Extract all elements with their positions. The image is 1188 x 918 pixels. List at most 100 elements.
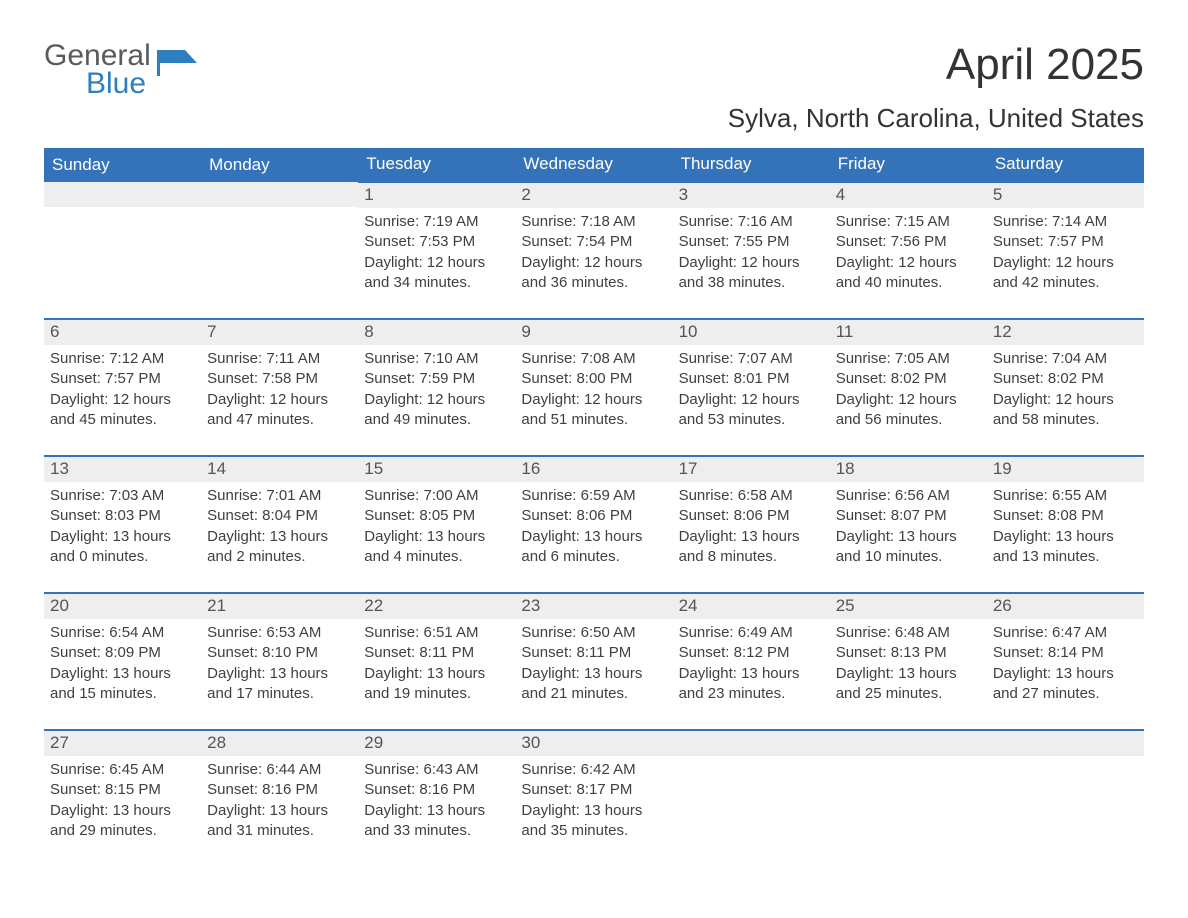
day-number: 2	[515, 183, 672, 208]
calendar-cell: 30Sunrise: 6:42 AMSunset: 8:17 PMDayligh…	[515, 730, 672, 866]
calendar-cell	[987, 730, 1144, 866]
calendar-cell: 14Sunrise: 7:01 AMSunset: 8:04 PMDayligh…	[201, 456, 358, 593]
calendar-cell: 29Sunrise: 6:43 AMSunset: 8:16 PMDayligh…	[358, 730, 515, 866]
day-number: 27	[44, 731, 201, 756]
day-number: 7	[201, 320, 358, 345]
day-header: Friday	[830, 148, 987, 182]
day-number: 26	[987, 594, 1144, 619]
logo: General Blue	[44, 40, 197, 99]
day-body: Sunrise: 6:48 AMSunset: 8:13 PMDaylight:…	[830, 619, 987, 729]
day-header: Tuesday	[358, 148, 515, 182]
day-number: 5	[987, 183, 1144, 208]
calendar-cell: 19Sunrise: 6:55 AMSunset: 8:08 PMDayligh…	[987, 456, 1144, 593]
day-header: Wednesday	[515, 148, 672, 182]
day-body: Sunrise: 7:15 AMSunset: 7:56 PMDaylight:…	[830, 208, 987, 318]
day-number: 8	[358, 320, 515, 345]
day-body: Sunrise: 6:47 AMSunset: 8:14 PMDaylight:…	[987, 619, 1144, 729]
calendar-cell: 3Sunrise: 7:16 AMSunset: 7:55 PMDaylight…	[673, 182, 830, 319]
calendar-cell: 18Sunrise: 6:56 AMSunset: 8:07 PMDayligh…	[830, 456, 987, 593]
day-number: 22	[358, 594, 515, 619]
page-title: April 2025	[946, 40, 1144, 90]
calendar-cell: 4Sunrise: 7:15 AMSunset: 7:56 PMDaylight…	[830, 182, 987, 319]
day-body: Sunrise: 6:42 AMSunset: 8:17 PMDaylight:…	[515, 756, 672, 866]
calendar-cell	[44, 182, 201, 319]
day-number: 19	[987, 457, 1144, 482]
calendar-cell: 1Sunrise: 7:19 AMSunset: 7:53 PMDaylight…	[358, 182, 515, 319]
day-number: 10	[673, 320, 830, 345]
flag-icon	[157, 50, 197, 76]
day-number: 16	[515, 457, 672, 482]
calendar-cell: 12Sunrise: 7:04 AMSunset: 8:02 PMDayligh…	[987, 319, 1144, 456]
calendar-cell: 26Sunrise: 6:47 AMSunset: 8:14 PMDayligh…	[987, 593, 1144, 730]
day-body: Sunrise: 7:19 AMSunset: 7:53 PMDaylight:…	[358, 208, 515, 318]
calendar-cell	[673, 730, 830, 866]
calendar-cell: 16Sunrise: 6:59 AMSunset: 8:06 PMDayligh…	[515, 456, 672, 593]
calendar-cell: 15Sunrise: 7:00 AMSunset: 8:05 PMDayligh…	[358, 456, 515, 593]
day-number: 6	[44, 320, 201, 345]
day-number: 23	[515, 594, 672, 619]
day-body: Sunrise: 6:59 AMSunset: 8:06 PMDaylight:…	[515, 482, 672, 592]
day-number: 18	[830, 457, 987, 482]
day-body: Sunrise: 6:50 AMSunset: 8:11 PMDaylight:…	[515, 619, 672, 729]
day-body: Sunrise: 7:05 AMSunset: 8:02 PMDaylight:…	[830, 345, 987, 455]
day-number: 20	[44, 594, 201, 619]
day-body: Sunrise: 6:56 AMSunset: 8:07 PMDaylight:…	[830, 482, 987, 592]
day-body: Sunrise: 7:00 AMSunset: 8:05 PMDaylight:…	[358, 482, 515, 592]
day-number: 3	[673, 183, 830, 208]
day-body: Sunrise: 6:44 AMSunset: 8:16 PMDaylight:…	[201, 756, 358, 866]
location-text: Sylva, North Carolina, United States	[44, 103, 1144, 134]
day-body: Sunrise: 7:11 AMSunset: 7:58 PMDaylight:…	[201, 345, 358, 455]
day-number: 12	[987, 320, 1144, 345]
day-number: 15	[358, 457, 515, 482]
calendar-cell: 8Sunrise: 7:10 AMSunset: 7:59 PMDaylight…	[358, 319, 515, 456]
calendar-cell: 11Sunrise: 7:05 AMSunset: 8:02 PMDayligh…	[830, 319, 987, 456]
calendar-cell: 5Sunrise: 7:14 AMSunset: 7:57 PMDaylight…	[987, 182, 1144, 319]
day-body: Sunrise: 7:18 AMSunset: 7:54 PMDaylight:…	[515, 208, 672, 318]
day-body: Sunrise: 6:58 AMSunset: 8:06 PMDaylight:…	[673, 482, 830, 592]
day-number: 13	[44, 457, 201, 482]
day-body: Sunrise: 6:51 AMSunset: 8:11 PMDaylight:…	[358, 619, 515, 729]
day-number: 28	[201, 731, 358, 756]
day-number: 17	[673, 457, 830, 482]
day-body: Sunrise: 6:45 AMSunset: 8:15 PMDaylight:…	[44, 756, 201, 866]
day-header: Monday	[201, 148, 358, 182]
day-body: Sunrise: 7:07 AMSunset: 8:01 PMDaylight:…	[673, 345, 830, 455]
day-body: Sunrise: 7:03 AMSunset: 8:03 PMDaylight:…	[44, 482, 201, 592]
calendar-cell: 17Sunrise: 6:58 AMSunset: 8:06 PMDayligh…	[673, 456, 830, 593]
day-header: Thursday	[673, 148, 830, 182]
day-body: Sunrise: 6:54 AMSunset: 8:09 PMDaylight:…	[44, 619, 201, 729]
day-body: Sunrise: 7:04 AMSunset: 8:02 PMDaylight:…	[987, 345, 1144, 455]
calendar-cell: 6Sunrise: 7:12 AMSunset: 7:57 PMDaylight…	[44, 319, 201, 456]
day-header: Sunday	[44, 148, 201, 182]
day-body: Sunrise: 6:49 AMSunset: 8:12 PMDaylight:…	[673, 619, 830, 729]
calendar-cell	[830, 730, 987, 866]
calendar-cell: 28Sunrise: 6:44 AMSunset: 8:16 PMDayligh…	[201, 730, 358, 866]
calendar-cell: 21Sunrise: 6:53 AMSunset: 8:10 PMDayligh…	[201, 593, 358, 730]
day-number: 1	[358, 183, 515, 208]
calendar-cell	[201, 182, 358, 319]
calendar-cell: 27Sunrise: 6:45 AMSunset: 8:15 PMDayligh…	[44, 730, 201, 866]
calendar-cell: 7Sunrise: 7:11 AMSunset: 7:58 PMDaylight…	[201, 319, 358, 456]
day-body: Sunrise: 7:01 AMSunset: 8:04 PMDaylight:…	[201, 482, 358, 592]
calendar-cell: 13Sunrise: 7:03 AMSunset: 8:03 PMDayligh…	[44, 456, 201, 593]
day-number: 25	[830, 594, 987, 619]
day-number: 29	[358, 731, 515, 756]
day-number: 9	[515, 320, 672, 345]
calendar-cell: 20Sunrise: 6:54 AMSunset: 8:09 PMDayligh…	[44, 593, 201, 730]
day-header: Saturday	[987, 148, 1144, 182]
day-body: Sunrise: 7:12 AMSunset: 7:57 PMDaylight:…	[44, 345, 201, 455]
calendar-cell: 10Sunrise: 7:07 AMSunset: 8:01 PMDayligh…	[673, 319, 830, 456]
day-body: Sunrise: 6:55 AMSunset: 8:08 PMDaylight:…	[987, 482, 1144, 592]
day-number: 30	[515, 731, 672, 756]
logo-word2: Blue	[86, 68, 151, 100]
day-body: Sunrise: 7:16 AMSunset: 7:55 PMDaylight:…	[673, 208, 830, 318]
day-body: Sunrise: 7:14 AMSunset: 7:57 PMDaylight:…	[987, 208, 1144, 318]
day-body: Sunrise: 6:53 AMSunset: 8:10 PMDaylight:…	[201, 619, 358, 729]
day-number: 4	[830, 183, 987, 208]
day-number: 14	[201, 457, 358, 482]
day-number: 11	[830, 320, 987, 345]
day-body: Sunrise: 7:08 AMSunset: 8:00 PMDaylight:…	[515, 345, 672, 455]
calendar-cell: 24Sunrise: 6:49 AMSunset: 8:12 PMDayligh…	[673, 593, 830, 730]
calendar-cell: 2Sunrise: 7:18 AMSunset: 7:54 PMDaylight…	[515, 182, 672, 319]
calendar-cell: 23Sunrise: 6:50 AMSunset: 8:11 PMDayligh…	[515, 593, 672, 730]
